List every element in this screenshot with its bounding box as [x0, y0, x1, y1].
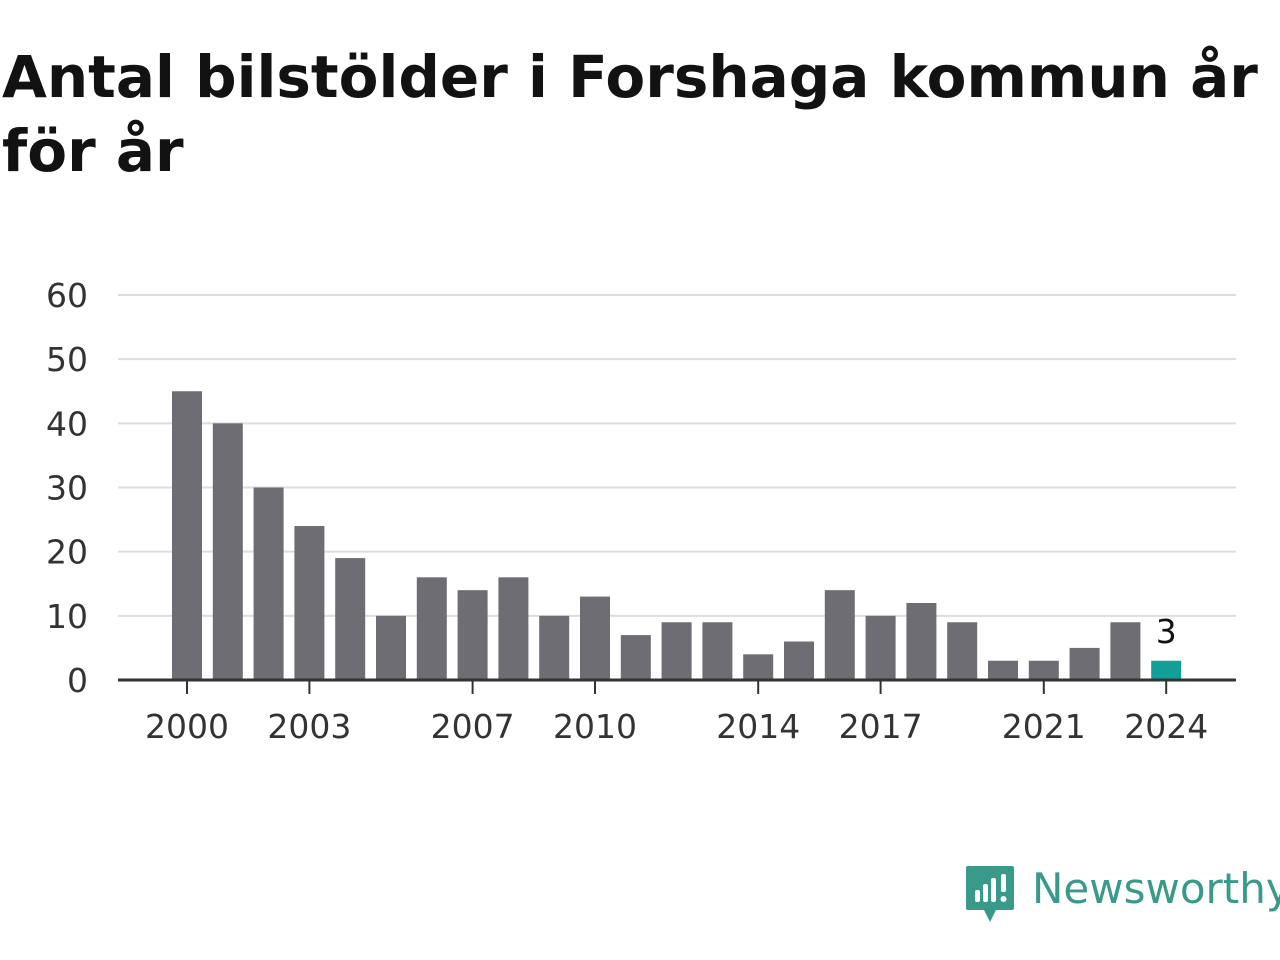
- x-tick-label-2017: 2017: [839, 707, 923, 746]
- bar-2016: [824, 590, 855, 680]
- bar-2003: [294, 526, 325, 680]
- x-tick-label-2007: 2007: [431, 707, 515, 746]
- bar-2013: [702, 622, 733, 680]
- y-tick-label-50: 50: [46, 340, 88, 379]
- x-tick-label-2000: 2000: [145, 707, 229, 746]
- x-tick-label-2024: 2024: [1124, 707, 1208, 746]
- y-axis-tick-labels: 0 10 20 30 40 50 60: [46, 276, 88, 700]
- data-label-2024: 3: [1156, 612, 1177, 651]
- bar-2017: [865, 615, 896, 680]
- bar-2021: [1028, 660, 1059, 680]
- x-axis-tick-labels: 2000 2003 2007 2010 2014 2017 2021 2024: [145, 680, 1208, 746]
- bar-2022: [1069, 647, 1100, 680]
- bar-2009: [539, 615, 570, 680]
- bar-2023: [1110, 622, 1141, 680]
- bar-2020: [988, 660, 1018, 680]
- y-tick-label-40: 40: [46, 404, 88, 443]
- newsworthy-logo-icon: [966, 866, 1014, 922]
- bar-2010: [580, 596, 610, 680]
- data-labels: 3: [1156, 612, 1177, 651]
- bar-2008: [498, 577, 529, 680]
- bar-2024: [1151, 660, 1182, 680]
- y-tick-label-20: 20: [46, 533, 88, 572]
- bar-2001: [212, 423, 243, 680]
- grid-lines: [118, 294, 1236, 617]
- y-tick-label-10: 10: [46, 597, 88, 636]
- x-tick-label-2014: 2014: [716, 707, 800, 746]
- bars: [172, 391, 1182, 680]
- bar-2011: [620, 635, 651, 680]
- bar-2000: [172, 391, 202, 680]
- bar-2019: [947, 622, 978, 680]
- brand-name: Newsworthy: [1032, 864, 1280, 913]
- x-tick-label-2010: 2010: [553, 707, 637, 746]
- bar-2014: [743, 654, 774, 680]
- x-tick-label-2003: 2003: [267, 707, 351, 746]
- bar-2005: [376, 615, 406, 680]
- y-tick-label-30: 30: [46, 469, 88, 508]
- bar-2002: [253, 487, 284, 680]
- newsworthy-brand: Newsworthy: [964, 864, 1280, 928]
- x-tick-label-2021: 2021: [1002, 707, 1086, 746]
- bar-2007: [457, 590, 488, 680]
- y-tick-label-0: 0: [67, 661, 88, 700]
- bar-2012: [661, 622, 692, 680]
- bar-2018: [906, 603, 937, 680]
- bar-2006: [416, 577, 447, 680]
- y-tick-label-60: 60: [46, 276, 88, 315]
- bar-2015: [784, 641, 814, 680]
- chart-title: Antal bilstölder i Forshaga kommun år fö…: [2, 43, 1258, 185]
- bar-2004: [335, 558, 366, 680]
